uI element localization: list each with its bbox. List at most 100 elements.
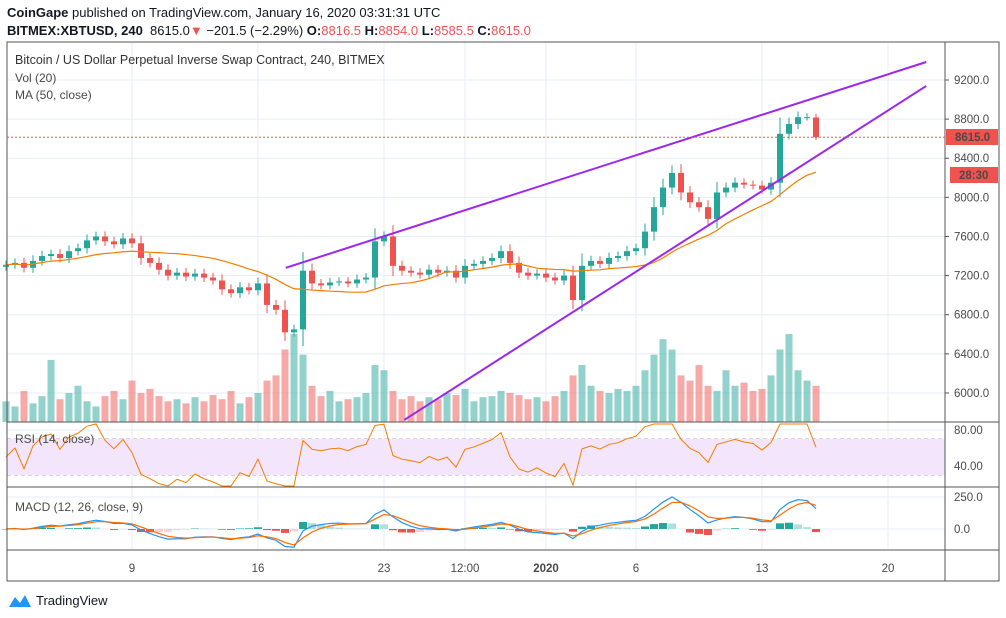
histogram-bar: [488, 527, 496, 529]
histogram-bar: [623, 527, 631, 529]
volume-bar: [677, 375, 685, 422]
brand-name: TradingView: [36, 592, 108, 608]
candle-body: [435, 269, 441, 273]
candle-body: [318, 283, 324, 286]
volume-bar: [587, 385, 595, 422]
volume-bar: [200, 401, 208, 422]
low-label: L:: [421, 23, 435, 38]
macd-tick-label: 250.0: [954, 492, 983, 504]
volume-bar: [263, 380, 271, 422]
candle-body: [39, 256, 45, 261]
open-value: 8816.5: [321, 23, 362, 38]
tradingview-icon: [9, 595, 31, 607]
candle-body: [678, 172, 684, 193]
histogram-bar: [767, 529, 775, 530]
candles: [3, 111, 819, 347]
candle-body: [642, 231, 648, 249]
histogram-bar: [731, 528, 739, 529]
histogram-bar: [92, 527, 100, 529]
histogram-bar: [695, 529, 703, 534]
candle-body: [363, 277, 369, 280]
histogram-bar: [551, 529, 559, 531]
volume-bar: [434, 399, 442, 422]
rsi-line: [5, 423, 817, 487]
candle-body: [372, 241, 378, 278]
volume-bar: [542, 401, 550, 422]
candle-body: [471, 263, 477, 266]
volume-bar: [146, 388, 154, 422]
candle-body: [390, 236, 396, 266]
candle-body: [111, 241, 117, 245]
candle-body: [795, 117, 801, 125]
volume-bar: [290, 334, 298, 422]
volume-bar: [209, 395, 217, 422]
trendline: [285, 61, 927, 269]
volume-bar: [11, 406, 19, 422]
volume-bar: [803, 380, 811, 422]
histogram-bar: [326, 526, 334, 529]
histogram-bar: [542, 529, 550, 531]
histogram-bar: [506, 529, 514, 530]
volume-bar: [704, 385, 712, 422]
volume-bar: [812, 385, 820, 422]
time-tick-label: 20: [882, 563, 895, 575]
volume-bar: [164, 401, 172, 422]
candle-body: [237, 287, 243, 294]
chart-title: Bitcoin / US Dollar Perpetual Inverse Sw…: [15, 53, 385, 67]
volume-bar: [740, 382, 748, 422]
candle-body: [705, 207, 711, 219]
low-value: 8585.5: [434, 23, 474, 38]
open-label: O:: [306, 23, 322, 38]
volume-bar: [317, 396, 325, 422]
time-tick-label: 23: [378, 563, 391, 575]
candle-body: [165, 269, 171, 276]
volume-bar: [767, 375, 775, 422]
trendlines[interactable]: [285, 61, 927, 421]
candle-body: [660, 187, 666, 208]
histogram-bar: [569, 529, 577, 532]
volume-bar: [155, 396, 163, 422]
candle-body: [534, 273, 540, 276]
volume-bar: [173, 399, 181, 422]
volume-bar: [497, 390, 505, 422]
candle-body: [687, 192, 693, 203]
histogram-bar: [749, 529, 757, 530]
tradingview-logo[interactable]: TradingView: [8, 592, 108, 608]
candle-body: [381, 236, 387, 242]
volume-bar: [722, 370, 730, 422]
rsi-tick-label: 40.00: [954, 461, 983, 473]
candle-body: [57, 254, 63, 258]
histogram-bar: [776, 523, 784, 529]
candle-body: [489, 257, 495, 261]
candle-body: [507, 251, 513, 263]
publish-info: CoinGape published on TradingView.com, J…: [7, 5, 440, 20]
candle-body: [66, 251, 72, 258]
candle-body: [102, 236, 108, 242]
volume-bar: [713, 390, 721, 422]
candle-body: [597, 260, 603, 264]
countdown: 28:30: [959, 170, 988, 182]
volume-bar: [20, 390, 28, 422]
histogram-bar: [263, 529, 271, 531]
publisher: CoinGape: [7, 5, 69, 20]
candle-body: [264, 283, 270, 305]
last-price: 8615.0: [150, 23, 190, 38]
volume-bar: [506, 393, 514, 422]
histogram-bar: [281, 529, 289, 533]
volume-bar: [38, 396, 46, 422]
high-value: 8854.0: [378, 23, 419, 38]
candle-body: [354, 279, 360, 284]
candle-body: [561, 275, 567, 281]
volume-bar: [659, 339, 667, 422]
candle-body: [723, 187, 729, 193]
histogram-bar: [425, 529, 433, 531]
axes: 9200.08800.08400.08000.07600.07200.06800…: [129, 75, 989, 575]
chart-frame: [6, 41, 1000, 582]
close-value: 8615.0: [491, 23, 531, 38]
histogram-bar: [245, 528, 253, 529]
candle-body: [201, 273, 207, 278]
volume-bar: [227, 390, 235, 422]
candle-body: [588, 260, 594, 266]
volume-bar: [596, 390, 604, 422]
